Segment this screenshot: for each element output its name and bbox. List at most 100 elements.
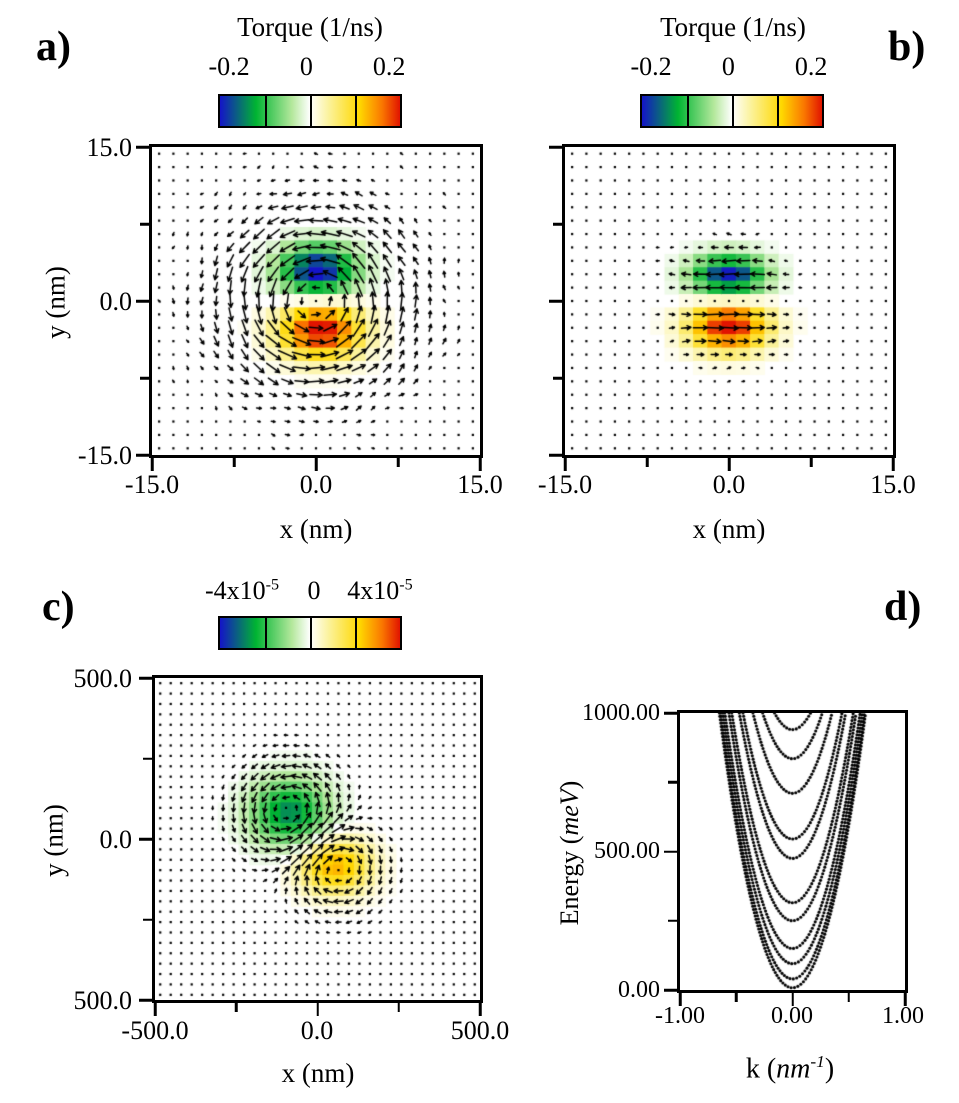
colorbar-tick-mark (265, 618, 267, 648)
y-axis-ticks-d (664, 711, 677, 992)
tick-mark (396, 458, 400, 467)
tick-mark (645, 458, 649, 467)
tick-mark (140, 376, 149, 380)
band-structure-plot-d (677, 710, 908, 993)
y-tick-label: 0.0 (99, 287, 133, 316)
x-tick-label: 1.00 (882, 1003, 924, 1029)
panel-label-d: d) (884, 584, 922, 630)
colorbar-tick-label: -4x10-5 (204, 576, 280, 605)
tick-mark (678, 993, 682, 1006)
tick-mark (847, 993, 850, 1002)
colorbar-tick-mark (355, 96, 357, 126)
y-axis-label-d: Energy (meV) (555, 780, 584, 926)
x-tick-label: -15.0 (537, 470, 593, 499)
y-tick-label: -15.0 (77, 441, 132, 470)
tick-mark (668, 919, 677, 922)
tick-mark (809, 458, 813, 467)
colorbar-b (640, 94, 824, 128)
y-tick-label: 1000.00 (582, 700, 660, 726)
tick-mark (140, 222, 149, 226)
colorbar-tick-labels-c: -4x10-5 0 4x10-5 (205, 576, 413, 610)
tick-mark (232, 458, 236, 467)
x-axis-label-c: x (nm) (281, 1058, 355, 1088)
x-axis-label-a: x (nm) (279, 514, 353, 544)
y-tick-label: 500.0 (73, 664, 133, 693)
tick-mark (727, 458, 731, 471)
colorbar-tick-labels-b: -0.2 0 0.2 (630, 52, 827, 86)
tick-mark (549, 453, 562, 457)
x-tick-label: -1.00 (655, 1003, 705, 1029)
panel-label-a: a) (36, 24, 71, 70)
colorbar-tick-mark (687, 96, 689, 126)
tick-mark (136, 145, 149, 149)
y-axis-label-a: y (nm) (40, 266, 71, 339)
x-axis-ticks-c (153, 1003, 482, 1016)
colorbar-tick-mark (265, 96, 267, 126)
tick-mark (143, 757, 152, 760)
colorbar-tick-mark (310, 618, 312, 648)
panel-label-b: b) (888, 24, 926, 70)
tick-mark (664, 988, 677, 992)
y-tick-label: 0.00 (618, 977, 660, 1003)
tick-mark (549, 145, 562, 149)
colorbar-tick-label: -0.2 (208, 52, 250, 81)
colorbar-tick-mark (310, 96, 312, 126)
colorbar-tick-label: 0.2 (372, 52, 406, 81)
y-axis-label-c: y (nm) (38, 804, 69, 877)
colorbar-tick-mark (355, 618, 357, 648)
x-tick-label: 0.0 (299, 470, 333, 499)
x-tick-label: -15.0 (124, 470, 180, 499)
colorbar-title-a: Torque (1/ns) (237, 12, 383, 42)
colorbar-tick-label: 4x10-5 (347, 576, 413, 605)
x-tick-label: 0.0 (712, 470, 746, 499)
tick-mark (903, 993, 907, 1006)
colorbar-tick-label: -0.2 (630, 52, 672, 81)
colorbar-tick-label: 0 (299, 52, 313, 81)
y-axis-ticks-b (549, 145, 562, 457)
tick-mark (143, 918, 152, 921)
colorbar-tick-label: 0 (721, 52, 735, 81)
tick-mark (668, 781, 677, 784)
colorbar-tick-labels-a: -0.2 0 0.2 (208, 52, 405, 86)
tick-mark (235, 1003, 238, 1012)
tick-mark (139, 676, 152, 680)
y-axis-ticks-a (136, 145, 149, 457)
tick-mark (549, 299, 562, 303)
tick-mark (791, 993, 794, 1006)
tick-mark (397, 1003, 400, 1012)
x-axis-label-b: x (nm) (692, 514, 766, 544)
tick-mark (664, 850, 677, 853)
tick-mark (314, 458, 318, 471)
y-tick-label: 0.0 (99, 825, 133, 854)
colorbar-a (218, 94, 402, 128)
quiver-plot-a (149, 144, 483, 458)
y-tick-label: 15.0 (86, 133, 133, 162)
tick-mark (563, 458, 567, 471)
x-axis-ticks-b (563, 458, 895, 471)
x-tick-label: 500.0 (450, 1016, 510, 1045)
colorbar-c (218, 616, 402, 650)
colorbar-tick-mark (732, 96, 734, 126)
tick-mark (553, 222, 562, 226)
y-axis-ticks-c (139, 676, 152, 1002)
x-axis-label-d: k (nm-1) (745, 1052, 835, 1085)
x-tick-label: 0.0 (300, 1016, 334, 1045)
x-axis-ticks-a (150, 458, 482, 471)
x-tick-label: 15.0 (870, 470, 916, 499)
colorbar-tick-label: 0.2 (794, 52, 828, 81)
quiver-plot-c (152, 675, 483, 1003)
tick-mark (136, 453, 149, 457)
x-tick-label: -500.0 (121, 1016, 189, 1045)
y-tick-label: 500.0 (73, 986, 133, 1015)
y-tick-label: 500.00 (594, 838, 660, 864)
tick-mark (139, 998, 152, 1002)
quiver-plot-b (562, 144, 896, 458)
tick-mark (478, 458, 482, 471)
x-tick-label: 15.0 (457, 470, 503, 499)
tick-mark (664, 711, 677, 715)
x-tick-label: 0.00 (771, 1003, 813, 1029)
tick-mark (153, 1003, 157, 1016)
x-axis-ticks-d (678, 993, 907, 1006)
tick-mark (478, 1003, 482, 1016)
